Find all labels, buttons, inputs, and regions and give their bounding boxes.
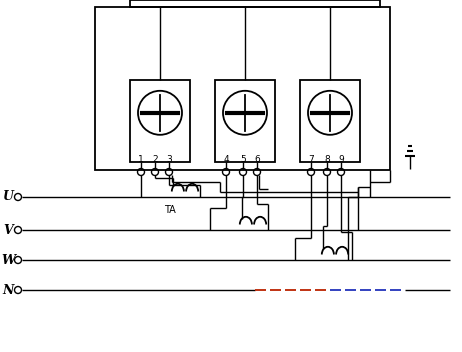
Text: 5: 5 <box>240 155 246 164</box>
Text: W: W <box>1 253 15 266</box>
Text: U: U <box>3 190 13 203</box>
Bar <box>130 80 190 162</box>
Text: 9: 9 <box>338 155 344 164</box>
Bar <box>215 80 275 162</box>
Text: 3: 3 <box>166 155 172 164</box>
Text: TA: TA <box>164 205 176 215</box>
Bar <box>130 0 380 7</box>
Text: 1: 1 <box>138 155 144 164</box>
Text: 4: 4 <box>223 155 229 164</box>
Text: 2: 2 <box>152 155 158 164</box>
Bar <box>300 80 360 162</box>
Text: N: N <box>2 283 14 296</box>
Text: 6: 6 <box>254 155 260 164</box>
Text: 8: 8 <box>324 155 330 164</box>
Text: 7: 7 <box>308 155 314 164</box>
Text: V: V <box>3 224 13 237</box>
Bar <box>95 7 390 170</box>
